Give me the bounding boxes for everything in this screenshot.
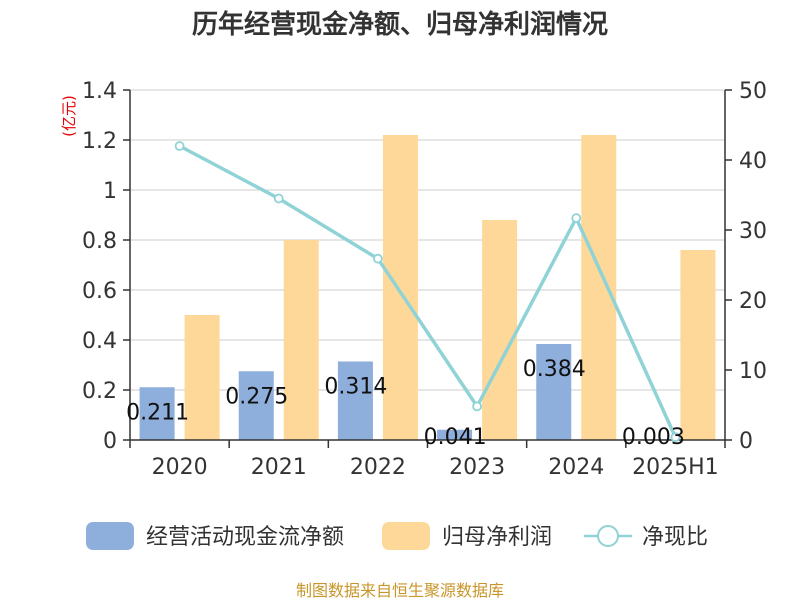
axes-group: 0 0.2 0.4 0.6 0.8 1 1.2 1.4 0 10 20 30 40 50 2020 2021 2… xyxy=(82,79,767,480)
net-profit-bar xyxy=(184,315,220,440)
right-tick-label: 30 xyxy=(739,219,767,244)
legend-label: 净现比 xyxy=(642,525,708,550)
legend-swatch-icon xyxy=(382,522,430,550)
cash-flow-bar xyxy=(536,344,572,440)
data-labels-group: 0.211 0.275 0.314 0.041 0.384 0.003 xyxy=(126,357,685,450)
ratio-point xyxy=(273,193,284,204)
ratio-point xyxy=(472,401,482,412)
x-tick-label: 2021 xyxy=(251,455,307,480)
legend-label: 归母净利润 xyxy=(442,525,552,550)
cash-data-label: 0.314 xyxy=(324,375,387,400)
grid-lines xyxy=(130,89,725,391)
left-tick-label: 1.2 xyxy=(82,129,117,154)
legend-marker-icon xyxy=(597,525,619,547)
net-profit-bar xyxy=(680,250,716,440)
right-tick-label: 50 xyxy=(739,79,767,104)
cash-flow-bar xyxy=(337,361,373,440)
chart-title: 历年经营现金净额、归母净利润情况 xyxy=(192,9,608,40)
x-tick-label: 2025H1 xyxy=(632,455,719,480)
cash-flow-bar xyxy=(139,387,175,440)
right-tick-label: 20 xyxy=(739,289,767,314)
bars-group xyxy=(139,135,716,440)
ratio-point xyxy=(174,141,185,151)
legend: 经营活动现金流净额 归母净利润 净现比 xyxy=(86,522,708,550)
left-tick-label: 0.2 xyxy=(82,379,117,404)
x-tick-label: 2024 xyxy=(548,455,604,480)
cash-data-label: 0.211 xyxy=(126,400,189,425)
left-tick-label: 0.8 xyxy=(82,229,117,254)
source-note: 制图数据来自恒生聚源数据库 xyxy=(296,581,504,600)
net-profit-bar xyxy=(382,135,418,440)
right-tick-label: 10 xyxy=(739,359,767,384)
net-profit-bar xyxy=(581,135,617,440)
right-tick-label: 40 xyxy=(739,149,767,174)
net-profit-bar xyxy=(482,220,518,440)
cash-flow-bar xyxy=(437,429,473,440)
left-axis-unit: (亿元) xyxy=(60,95,78,137)
legend-label: 经营活动现金流净额 xyxy=(146,525,344,550)
x-tick-label: 2020 xyxy=(152,455,208,480)
cash-data-label: 0.003 xyxy=(622,425,685,450)
left-tick-label: 0.4 xyxy=(82,329,117,354)
ratio-line xyxy=(178,144,678,438)
ratio-point xyxy=(571,213,582,224)
net-profit-bar xyxy=(283,240,319,440)
ratio-point xyxy=(373,253,383,264)
cash-data-label: 0.275 xyxy=(225,384,288,409)
left-tick-label: 0.6 xyxy=(82,279,117,304)
left-tick-label: 1.4 xyxy=(82,79,117,104)
cash-data-label: 0.384 xyxy=(523,357,586,382)
left-tick-label: 0 xyxy=(103,429,117,454)
ratio-line-group xyxy=(174,141,681,443)
cash-data-label: 0.041 xyxy=(424,425,487,450)
left-tick-label: 1 xyxy=(103,179,117,204)
ratio-point xyxy=(670,432,681,443)
x-tick-label: 2023 xyxy=(449,455,505,480)
cash-flow-bar xyxy=(238,371,274,440)
right-tick-label: 0 xyxy=(739,429,753,454)
x-tick-label: 2022 xyxy=(350,455,406,480)
legend-swatch-icon xyxy=(86,522,134,550)
